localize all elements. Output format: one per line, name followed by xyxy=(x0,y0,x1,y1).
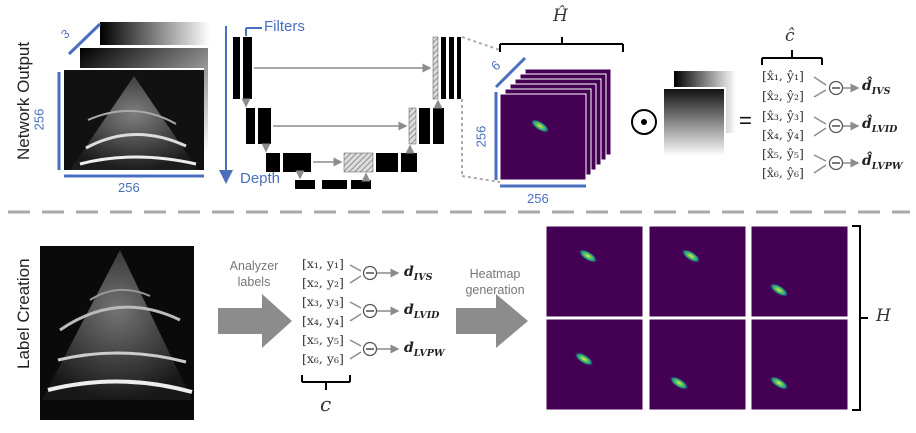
heatmap-brace-right xyxy=(852,225,868,411)
predicted-coord: [x̂₆, ŷ₆] xyxy=(762,165,804,180)
coordinate-grid-stack xyxy=(664,71,736,156)
conv-block xyxy=(258,108,271,144)
predicted-coord: [x̂₄, ŷ₄] xyxy=(762,127,804,142)
predicted-distance-ivs: d̂IVS xyxy=(862,78,891,97)
skip-concat-block xyxy=(432,36,439,100)
label-coord: [x₆, y₆] xyxy=(302,351,344,366)
conv-block xyxy=(457,37,461,99)
label-heatmap-panel xyxy=(648,225,747,318)
conv-block xyxy=(401,153,417,172)
channels-dimension-line xyxy=(494,56,527,89)
label-heatmap-panel xyxy=(545,318,644,411)
conv-block xyxy=(243,37,252,99)
label-heatmap-symbol: H xyxy=(876,306,891,326)
unet-diagram xyxy=(219,26,461,189)
conv-block xyxy=(233,37,240,99)
predicted-distance-lvpw: d̂LVPW xyxy=(862,153,903,172)
label-heatmap-grid xyxy=(545,225,849,411)
label-distance-ivs: dIVS xyxy=(404,264,433,283)
top-distance-connectors xyxy=(813,76,860,174)
input-image-stack xyxy=(64,22,210,171)
predicted-coord: [x̂₂, ŷ₂] xyxy=(762,88,804,103)
equals-sign: = xyxy=(739,108,752,133)
bottom-distance-connectors xyxy=(349,264,400,360)
keypoint-blob xyxy=(669,376,689,390)
predicted-distance-lvid: d̂LVID xyxy=(862,116,898,135)
keypoint-blob xyxy=(769,376,789,390)
label-coord: [x₃, y₃] xyxy=(302,294,344,309)
heatmap-width-label: 256 xyxy=(527,191,549,206)
conv-block xyxy=(266,153,280,172)
depth-label: Depth xyxy=(240,170,281,187)
analyzer-labels-caption: Analyzer labels xyxy=(229,259,279,289)
conv-block xyxy=(433,108,444,144)
keypoint-blob xyxy=(769,283,789,297)
label-coord: [x₄, y₄] xyxy=(302,313,344,328)
predicted-coord: [x̂₁, ŷ₁] xyxy=(762,68,804,83)
section-title-network-output: Network Output xyxy=(14,41,33,160)
hadamard-operator xyxy=(631,109,657,135)
section-title-label-creation: Label Creation xyxy=(14,258,33,369)
keypoint-blob xyxy=(574,352,594,366)
label-coord: [x₂, y₂] xyxy=(302,275,344,290)
skip-concat-block xyxy=(408,107,417,145)
label-coord: [x₁, y₁] xyxy=(302,256,344,271)
label-distance-lvid: dLVID xyxy=(404,302,440,321)
predicted-coord: [x̂₃, ŷ₃] xyxy=(762,108,804,123)
predicted-heatmap-stack xyxy=(499,68,612,181)
label-heatmap-panel xyxy=(648,318,747,411)
keypoint-blob xyxy=(578,249,598,263)
heatmap-channel xyxy=(499,93,587,181)
label-distance-lvpw: dLVPW xyxy=(404,340,445,359)
label-coord: [x₅, y₅] xyxy=(302,332,344,347)
labels-symbol: c xyxy=(320,392,332,416)
conv-block xyxy=(419,108,430,144)
conv-block xyxy=(441,37,446,99)
conv-block xyxy=(376,153,398,172)
connector-dotted-line xyxy=(461,36,501,51)
connector-dotted-line xyxy=(461,175,501,183)
echo-image xyxy=(40,246,194,420)
heatmap-generation-arrow xyxy=(456,294,528,348)
conv-block xyxy=(283,153,311,172)
conv-block xyxy=(322,180,347,189)
heatmap-height-label: 256 xyxy=(473,125,489,148)
input-width-label: 256 xyxy=(118,180,140,195)
predicted-coord: [x̂₅, ŷ₅] xyxy=(762,146,804,161)
predicted-coords-symbol: ĉ xyxy=(785,26,795,46)
conv-block xyxy=(246,108,255,144)
heatmap-generation-caption: Heatmap generation xyxy=(465,267,525,297)
label-heatmap-panel xyxy=(750,225,849,318)
depth-dimension-line xyxy=(67,22,102,56)
conv-block xyxy=(295,180,315,189)
heatmap-symbol: Ĥ xyxy=(553,6,568,26)
keypoint-blob xyxy=(530,119,550,133)
analyzer-arrow xyxy=(218,294,292,348)
conv-block xyxy=(351,180,371,189)
filters-label: Filters xyxy=(264,18,305,35)
label-heatmap-panel xyxy=(750,318,849,411)
keypoint-blob xyxy=(681,249,701,263)
conv-block xyxy=(449,37,454,99)
skip-concat-block xyxy=(343,152,374,173)
input-height-label: 256 xyxy=(31,108,47,131)
label-heatmap-panel xyxy=(545,225,644,318)
